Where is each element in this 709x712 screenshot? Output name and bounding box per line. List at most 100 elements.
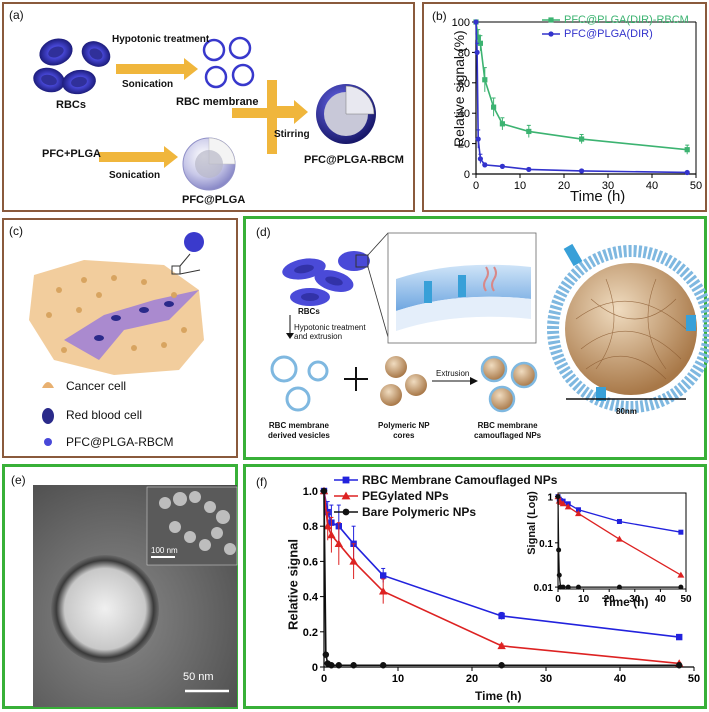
tem-inset xyxy=(146,486,238,566)
data-point xyxy=(498,662,505,669)
inset-data-point xyxy=(615,535,623,542)
inset-data-point xyxy=(678,529,684,535)
panel-d: (d) xyxy=(243,216,709,460)
panel-a: (a) xyxy=(2,2,415,212)
panel-f-label: (f) xyxy=(256,475,268,489)
data-point xyxy=(380,572,387,579)
y-tick-label: 40 xyxy=(458,108,470,120)
x-tick-label: 30 xyxy=(540,673,552,685)
x-tick-label: 10 xyxy=(514,180,526,192)
x-tick-label: 20 xyxy=(466,673,478,685)
series-line-1 xyxy=(475,21,688,174)
x-tick-label: 50 xyxy=(690,180,702,192)
pfc-plga-rbcm-icon xyxy=(44,438,52,446)
label-d-cores: Polymeric NP cores xyxy=(378,421,430,440)
x-tick-label: 40 xyxy=(646,180,658,192)
inset-x-tick-label: 50 xyxy=(680,594,692,605)
chart-f-xlabel: Time (h) xyxy=(475,689,522,703)
inset-data-point xyxy=(575,507,581,513)
label-d-camouflaged: RBC membrane camouflaged NPs xyxy=(474,421,542,440)
chart-b: 0 10 20 30 40 50 0 20 40 60 80 100 xyxy=(452,17,702,192)
arrow-right-icon xyxy=(99,146,178,168)
data-point xyxy=(328,662,335,669)
inset-data-point xyxy=(564,503,572,510)
polymeric-cores-icon xyxy=(380,356,427,406)
rbc-cluster-icon xyxy=(33,38,111,95)
label-hypotonic: Hypotonic treatment xyxy=(112,34,210,45)
panel-c-diagram xyxy=(29,232,204,446)
data-point xyxy=(526,166,532,173)
data-point xyxy=(684,147,690,153)
x-tick-label: 10 xyxy=(392,673,404,685)
data-point xyxy=(323,522,332,530)
inset-y-tick-label: 1 xyxy=(547,493,553,504)
panel-c-label: (c) xyxy=(9,224,23,238)
inset-y-tick-label: 0.01 xyxy=(534,583,554,594)
data-point xyxy=(579,168,585,174)
inset-data-point xyxy=(559,500,567,507)
data-point xyxy=(676,633,683,641)
legend-cancer-cell: Cancer cell xyxy=(66,379,127,393)
data-point xyxy=(497,641,506,650)
chart-f-legend-1: RBC Membrane Camouflaged NPs xyxy=(362,473,558,487)
large-nanoparticle-icon xyxy=(547,243,709,413)
chart-b-legend-1: PFC@PLGA(DIR)-RBCM xyxy=(564,14,689,26)
data-point xyxy=(334,539,343,547)
inset-data-point xyxy=(677,571,685,578)
data-point xyxy=(380,662,387,669)
legend-marker xyxy=(548,31,554,37)
data-point xyxy=(579,136,585,142)
inset-data-point xyxy=(574,510,582,517)
data-point xyxy=(327,530,336,539)
chart-f-inset-ylabel: Signal (Log) xyxy=(526,491,538,555)
panel-d-label: (d) xyxy=(256,225,271,239)
legend-red-blood-cell: Red blood cell xyxy=(66,408,143,422)
inset-x-tick-label: 30 xyxy=(629,594,641,605)
inset-x-tick-label: 10 xyxy=(578,594,590,605)
x-tick-label: 50 xyxy=(688,673,700,685)
data-point xyxy=(477,40,483,46)
y-tick-label: 1.0 xyxy=(303,486,318,498)
chart-f-ylabel: Relative signal xyxy=(285,538,301,631)
inset-x-tick-label: 40 xyxy=(655,594,667,605)
vesicles-icon xyxy=(270,355,329,412)
inset-data-point xyxy=(556,547,562,553)
legend-marker xyxy=(341,491,351,500)
chart-b-ylabel: Relative signal (%) xyxy=(451,30,467,147)
label-stirring: Stirring xyxy=(274,129,310,140)
label-product: PFC@PLGA-RBCM xyxy=(304,154,404,166)
label-pfc-at-plga: PFC@PLGA xyxy=(182,194,246,206)
y-tick-label: 0 xyxy=(464,169,470,181)
label-pfc-plga: PFC+PLGA xyxy=(42,148,101,160)
legend-marker xyxy=(342,508,350,516)
label-rbc-membrane: RBC membrane xyxy=(176,96,259,108)
inset-x-tick-label: 20 xyxy=(604,594,616,605)
label-e-scale: 50 nm xyxy=(183,671,214,683)
panel-b-label: (b) xyxy=(432,9,447,23)
inset-x-tick-label: 0 xyxy=(555,594,561,605)
data-point xyxy=(526,128,532,135)
chart-f: 0 10 20 30 40 50 0 0.2 0.4 0.6 0.8 1.0 0 10 20 30 40 50 0.… xyxy=(303,476,700,685)
x-tick-label: 0 xyxy=(473,180,479,192)
y-tick-label: 0 xyxy=(312,662,318,674)
chart-f-legend-2: PEGylated NPs xyxy=(362,489,449,503)
x-tick-label: 30 xyxy=(602,180,614,192)
data-point xyxy=(475,34,481,40)
chart-f-inset-xlabel: Time (h) xyxy=(602,595,649,609)
rbc-cluster-icon xyxy=(282,251,370,306)
camouflaged-nps-icon xyxy=(480,355,538,413)
data-point xyxy=(335,662,342,669)
inset-y-tick-label: 0.1 xyxy=(539,539,553,550)
arrow-right-icon xyxy=(116,58,198,80)
plus-icon xyxy=(344,367,368,391)
y-tick-label: 60 xyxy=(458,78,470,90)
data-point xyxy=(482,162,488,168)
red-blood-cell-icon xyxy=(42,408,54,424)
panel-e-label: (e) xyxy=(11,473,26,487)
coated-nanoparticle-icon xyxy=(316,84,376,144)
x-tick-label: 40 xyxy=(614,673,626,685)
data-point xyxy=(498,612,505,620)
panel-a-label: (a) xyxy=(9,8,24,22)
nanoparticle-zoom-icon xyxy=(184,232,204,252)
data-point xyxy=(379,587,388,595)
